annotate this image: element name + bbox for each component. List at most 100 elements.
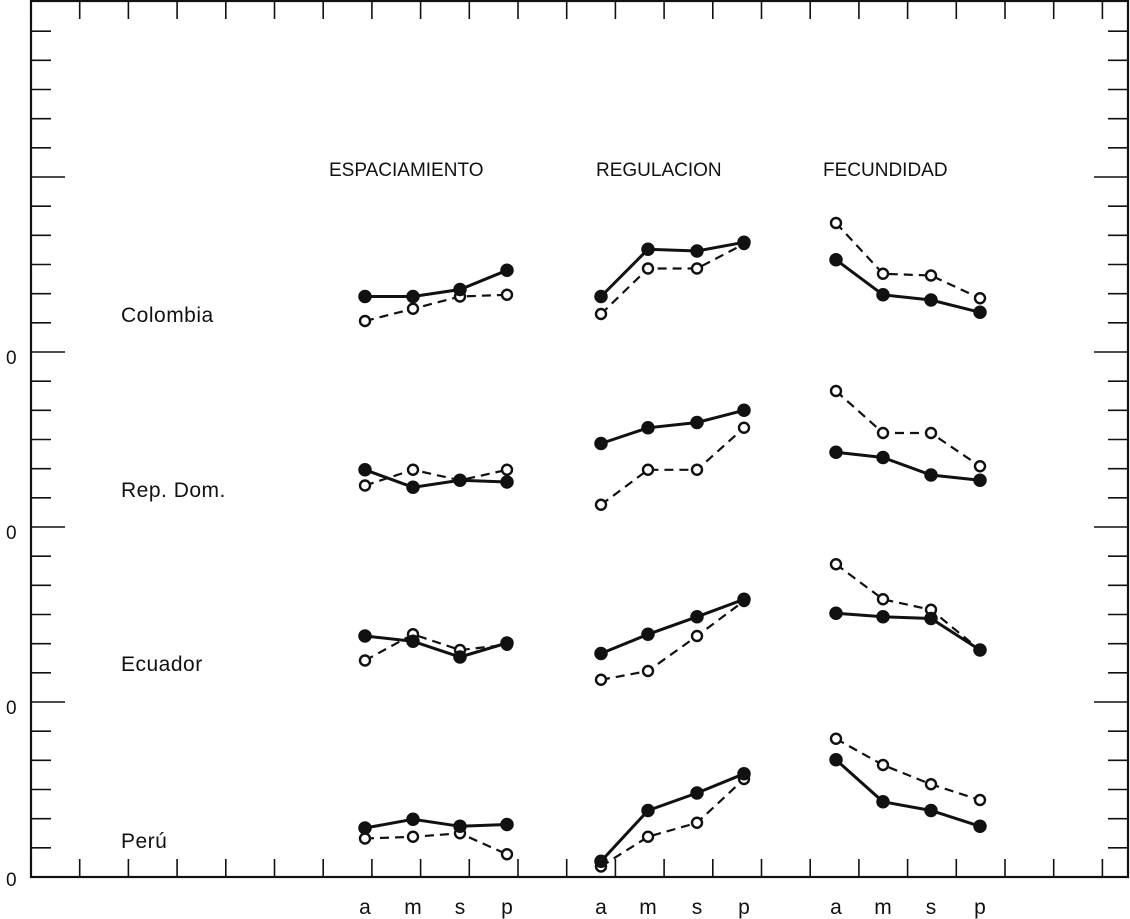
data-point-rep-dom-fecundidad-s1-a [829,445,843,459]
x-tick-label-espaciamiento-m: m [404,896,422,919]
data-point-per-fecundidad-s1-s [924,803,938,818]
data-point-ecuador-fecundidad-s2-a [829,558,843,571]
data-point-rep-dom-fecundidad-s1-m [876,450,890,465]
plot-frame [29,0,1130,879]
x-tick-label-fecundidad-a: a [830,896,842,919]
data-point-colombia-regulacion-s1-s [690,244,704,258]
data-point-ecuador-fecundidad-s1-m [876,610,890,624]
data-point-per-espaciamiento-s2-a [358,832,372,845]
data-point-per-espaciamiento-s1-s [453,819,467,833]
data-point-rep-dom-regulacion-s2-p [737,421,751,434]
y-tick-label-1: 0 [6,523,17,544]
panel-title-fecundidad: FECUNDIDAD [823,160,948,181]
series-line-colombia-espaciamiento-2 [364,293,508,323]
data-point-ecuador-regulacion-s2-a [594,673,608,686]
data-point-colombia-fecundidad-s2-m [876,267,890,280]
data-point-rep-dom-fecundidad-s2-s [924,426,938,440]
series-line-ecuador-regulacion-2 [600,600,745,681]
x-tick-label-fecundidad-p: p [974,896,986,919]
data-point-per-regulacion-s1-m [641,803,655,818]
data-point-ecuador-regulacion-s1-a [594,646,608,661]
data-point-colombia-fecundidad-s2-a [829,216,843,230]
series-line-ecuador-espaciamiento-2 [364,633,508,662]
data-point-rep-dom-espaciamiento-s1-p [500,475,514,489]
data-point-colombia-espaciamiento-s1-m [406,289,420,304]
data-point-per-regulacion-s2-m [641,830,655,843]
data-point-per-fecundidad-s1-a [829,753,843,767]
data-point-ecuador-regulacion-s2-s [690,629,704,643]
data-point-per-fecundidad-s2-a [829,732,843,745]
country-label-ecuador: Ecuador [121,653,203,676]
data-point-rep-dom-regulacion-s2-m [641,463,655,476]
data-point-colombia-regulacion-s2-s [690,262,704,275]
data-point-colombia-fecundidad-s1-s [924,293,938,307]
series-line-per-espaciamiento-2 [364,832,508,856]
y-axis-labels: 0 0 0 0 [6,348,17,891]
data-point-rep-dom-regulacion-s1-s [690,415,704,430]
data-point-colombia-espaciamiento-s2-m [406,302,420,315]
data-point-rep-dom-fecundidad-s2-p [973,460,987,473]
y-tick-label-0: 0 [6,348,17,369]
country-labels: Colombia Rep. Dom. Ecuador Perú [121,304,226,853]
country-label-peru: Perú [121,830,167,853]
x-tick-label-espaciamiento-s: s [455,896,466,919]
data-point-per-fecundidad-s2-m [876,758,890,772]
data-point-colombia-espaciamiento-s1-p [500,263,514,277]
series-line-per-regulacion-2 [600,778,745,868]
data-point-rep-dom-espaciamiento-s2-p [500,463,514,476]
data-point-ecuador-espaciamiento-s1-a [358,629,372,643]
series-line-ecuador-espaciamiento-1 [364,634,508,659]
series-line-ecuador-fecundidad-1 [835,611,981,652]
data-point-rep-dom-espaciamiento-s1-s [453,473,467,487]
data-point-colombia-fecundidad-s1-a [829,253,843,267]
axis-ticks [30,1,1128,878]
data-point-per-regulacion-s2-s [690,816,704,829]
country-label-rep-dom: Rep. Dom. [121,479,226,502]
series-line-rep-dom-espaciamiento-1 [364,468,508,489]
data-point-per-regulacion-s1-a [594,854,608,868]
x-tick-label-fecundidad-m: m [874,896,892,919]
series-line-colombia-fecundidad-2 [835,222,981,300]
series-line-rep-dom-fecundidad-2 [835,390,981,468]
series-line-rep-dom-regulacion-1 [600,408,745,445]
data-point-ecuador-fecundidad-s1-p [973,643,987,657]
data-point-per-espaciamiento-s1-a [358,821,372,835]
data-point-rep-dom-regulacion-s1-a [594,436,608,451]
data-point-colombia-espaciamiento-s1-a [358,289,372,304]
data-point-per-fecundidad-s2-s [924,778,938,791]
y-tick-label-3: 0 [6,870,17,891]
data-point-per-regulacion-s1-p [737,767,751,781]
x-tick-label-espaciamiento-a: a [359,896,371,919]
x-tick-label-regulacion-m: m [639,896,657,919]
series-line-rep-dom-regulacion-2 [600,426,745,506]
data-point-rep-dom-espaciamiento-s1-a [358,463,372,477]
data-point-per-regulacion-s1-s [690,786,704,800]
data-point-per-fecundidad-s1-m [876,795,890,809]
series-line-ecuador-fecundidad-2 [835,563,981,651]
data-point-per-fecundidad-s1-p [973,819,987,833]
series-line-colombia-espaciamiento-1 [365,268,508,298]
data-point-ecuador-regulacion-s2-m [641,664,655,678]
data-point-ecuador-regulacion-s1-m [641,627,655,641]
plot-series [358,216,987,873]
data-point-ecuador-espaciamiento-s1-p [500,636,514,650]
series-line-colombia-regulacion-1 [599,240,745,298]
country-label-colombia: Colombia [121,304,214,327]
data-point-colombia-fecundidad-s2-s [924,269,938,282]
data-point-colombia-espaciamiento-s2-a [358,314,372,328]
x-tick-label-espaciamiento-p: p [501,896,513,919]
data-point-per-fecundidad-s2-p [973,793,987,807]
data-point-ecuador-fecundidad-s2-m [876,593,890,606]
x-tick-label-regulacion-p: p [738,896,750,919]
data-point-rep-dom-regulacion-s2-a [594,498,608,511]
series-line-colombia-fecundidad-1 [835,258,981,314]
data-point-rep-dom-regulacion-s1-m [641,421,655,435]
data-point-colombia-fecundidad-s1-p [973,305,987,319]
data-point-rep-dom-regulacion-s2-s [690,463,704,476]
panel-title-regulacion: REGULACION [596,160,722,181]
series-line-colombia-regulacion-2 [600,243,745,315]
y-tick-label-2: 0 [6,698,17,719]
data-point-rep-dom-fecundidad-s1-p [973,473,987,487]
series-line-per-regulacion-1 [599,772,745,863]
